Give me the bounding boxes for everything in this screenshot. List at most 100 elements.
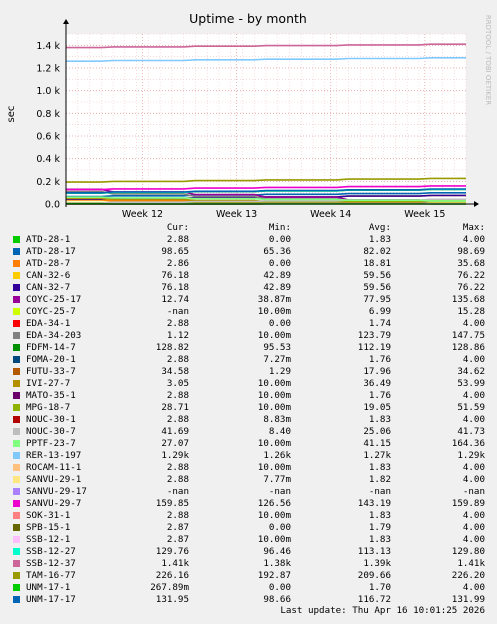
last-update: Last update: Thu Apr 16 10:01:25 2026 (280, 605, 485, 616)
legend-avg: 1.39k (363, 558, 391, 569)
legend-series-name: FDFM-14-7 (26, 342, 76, 353)
legend-avg: 17.96 (363, 366, 391, 377)
legend-min: 10.00m (257, 306, 291, 317)
legend-cur: 2.88 (166, 234, 189, 245)
legend-row: SSB-12-1 2.87 10.00m 1.83 4.00 (0, 534, 497, 546)
legend-avg: 6.99 (368, 306, 391, 317)
legend-header: Cur: Min: Avg: Max: (0, 222, 497, 234)
legend-max: 4.00 (462, 354, 485, 365)
legend-min: 0.00 (268, 258, 291, 269)
series-line-rer-13-197 (66, 56, 466, 63)
legend-series-name: FOMA-20-1 (26, 354, 76, 365)
legend-swatch (13, 512, 20, 519)
legend-series-name: SSB-12-37 (26, 558, 76, 569)
legend-max: 226.20 (451, 570, 485, 581)
legend-swatch (13, 248, 20, 255)
x-tick-label: Week 15 (404, 209, 445, 220)
y-axis-label: sec (6, 106, 17, 123)
legend-swatch (13, 356, 20, 363)
legend-max: 164.36 (451, 438, 485, 449)
legend-series-name: CAN-32-6 (26, 270, 71, 281)
legend-series-name: TAM-16-77 (26, 570, 76, 581)
legend-max: 4.00 (462, 462, 485, 473)
legend-min: 0.00 (268, 234, 291, 245)
x-tick-label: Week 14 (310, 209, 351, 220)
y-tick-label: 1.0 k (36, 86, 60, 97)
legend-min: 0.00 (268, 318, 291, 329)
legend-cur: 129.76 (155, 546, 189, 557)
legend-table: Cur: Min: Avg: Max: ATD-28-1 2.88 0.00 1.83… (0, 222, 497, 606)
legend-swatch (13, 236, 20, 243)
legend-swatch (13, 476, 20, 483)
y-tick-label: 0.8 k (36, 109, 60, 120)
legend-row: FOMA-20-1 2.88 7.27m 1.76 4.00 (0, 354, 497, 366)
legend-swatch (13, 536, 20, 543)
y-tick-label: 0.6 k (36, 132, 60, 143)
legend-avg: 1.83 (368, 234, 391, 245)
legend-min: 96.46 (263, 546, 291, 557)
legend-series-name: ATD-28-17 (26, 246, 76, 257)
legend-min: 10.00m (257, 510, 291, 521)
legend-row: SANVU-29-7 159.85 126.56 143.19 159.89 (0, 498, 497, 510)
legend-cur: 41.69 (161, 426, 189, 437)
legend-cur: 2.88 (166, 390, 189, 401)
legend-swatch (13, 344, 20, 351)
legend-row: UNM-17-17 131.95 98.66 116.72 131.99 (0, 594, 497, 606)
legend-series-name: COYC-25-17 (26, 294, 82, 305)
legend-row: ATD-28-7 2.86 0.00 18.81 35.68 (0, 258, 497, 270)
legend-row: MPG-18-7 28.71 10.00m 19.05 51.59 (0, 402, 497, 414)
legend-max: 51.59 (457, 402, 485, 413)
legend-max: 159.89 (451, 498, 485, 509)
chart-plot: Uptime - by month sec RRDTOOL / TOBI OET… (6, 11, 492, 220)
legend-min: 10.00m (257, 462, 291, 473)
legend-series-name: COYC-25-7 (26, 306, 76, 317)
legend-avg: 59.56 (363, 270, 391, 281)
axes (63, 19, 479, 207)
legend-swatch (13, 524, 20, 531)
legend-series-name: SANVU-29-1 (26, 474, 82, 485)
legend-series-name: NOUC-30-7 (26, 426, 76, 437)
legend-cur: 2.87 (166, 534, 189, 545)
legend-avg: 41.15 (363, 438, 391, 449)
legend-swatch (13, 296, 20, 303)
legend-row: COYC-25-17 12.74 38.87m 77.95 135.68 (0, 294, 497, 306)
legend-series-name: SSB-12-27 (26, 546, 76, 557)
legend-swatch (13, 464, 20, 471)
legend-min: 10.00m (257, 330, 291, 341)
legend-max: 129.80 (451, 546, 485, 557)
legend-cur: 2.87 (166, 522, 189, 533)
legend-series-name: ATD-28-1 (26, 234, 71, 245)
legend-min: 10.00m (257, 378, 291, 389)
legend-series-name: FUTU-33-7 (26, 366, 76, 377)
legend-series-name: SANVU-29-17 (26, 486, 87, 497)
legend-min: 42.89 (263, 270, 291, 281)
legend-avg: 1.83 (368, 534, 391, 545)
legend-cur: 226.16 (155, 570, 189, 581)
legend-swatch (13, 500, 20, 507)
y-axis-arrow (63, 19, 69, 24)
legend-min: 10.00m (257, 402, 291, 413)
legend-min: 65.36 (263, 246, 291, 257)
legend-row: NOUC-30-1 2.88 8.83m 1.83 4.00 (0, 414, 497, 426)
legend-series-name: RER-13-197 (26, 450, 82, 461)
legend-row: EDA-34-1 2.88 0.00 1.74 4.00 (0, 318, 497, 330)
legend-min: -nan (268, 486, 291, 497)
legend-avg: 36.49 (363, 378, 391, 389)
legend-row: SANVU-29-1 2.88 7.77m 1.82 4.00 (0, 474, 497, 486)
legend-cur: 2.88 (166, 510, 189, 521)
legend-min: 10.00m (257, 390, 291, 401)
legend-max: 4.00 (462, 474, 485, 485)
legend-series-name: MATO-35-1 (26, 390, 76, 401)
legend-max: 4.00 (462, 414, 485, 425)
legend-row: CAN-32-7 76.18 42.89 59.56 76.22 (0, 282, 497, 294)
legend-cur: 1.41k (161, 558, 189, 569)
x-tick-label: Week 12 (122, 209, 163, 220)
x-axis-arrow (474, 201, 479, 207)
legend-row: PPTF-23-7 27.07 10.00m 41.15 164.36 (0, 438, 497, 450)
legend-row: RER-13-197 1.29k 1.26k 1.27k 1.29k (0, 450, 497, 462)
legend-swatch (13, 284, 20, 291)
legend-series-name: UNM-17-17 (26, 594, 76, 605)
legend-avg: 19.05 (363, 402, 391, 413)
legend-min: 42.89 (263, 282, 291, 293)
legend-min: 1.29 (268, 366, 291, 377)
